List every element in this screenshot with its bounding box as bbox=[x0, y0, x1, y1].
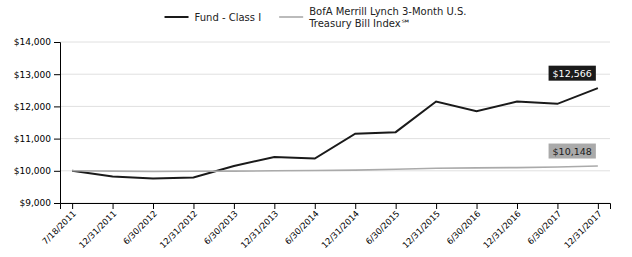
end-labels: $12,566 $10,148 bbox=[549, 66, 596, 159]
grid-line bbox=[60, 42, 610, 43]
tick: 12/31/2017 bbox=[562, 203, 604, 250]
tick: 12/31/2016 bbox=[481, 203, 523, 250]
tick-label: 12/31/2017 bbox=[562, 209, 604, 251]
tick: 6/30/2017 bbox=[525, 203, 563, 246]
tick: 6/30/2012 bbox=[121, 203, 159, 246]
tick-label: 12/31/2012 bbox=[158, 209, 200, 251]
x-axis: 7/18/201112/31/20116/30/201212/31/20126/… bbox=[40, 203, 610, 250]
legend: Fund - Class I BofA Merrill Lynch 3-Month… bbox=[165, 6, 467, 29]
tick-mark bbox=[274, 203, 275, 209]
tick-mark bbox=[436, 203, 437, 209]
tick: 12/31/2013 bbox=[238, 203, 280, 250]
tick: $13,000 bbox=[14, 70, 60, 80]
tick-label: 6/30/2013 bbox=[202, 209, 240, 247]
tick: $9,000 bbox=[20, 198, 61, 208]
tick-mark bbox=[153, 203, 154, 209]
tick-label: 6/30/2017 bbox=[525, 209, 563, 247]
tick-mark bbox=[72, 203, 73, 209]
legend-item: Fund - Class I bbox=[165, 12, 262, 23]
grid bbox=[60, 42, 610, 203]
plot: $9,000 $10,000 $11,000 $12,000 $13,000 $14,00… bbox=[14, 37, 611, 250]
tick-mark bbox=[54, 171, 60, 172]
annotation-text: $10,148 bbox=[553, 146, 592, 157]
tick: 12/31/2014 bbox=[319, 203, 361, 250]
tick: 6/30/2016 bbox=[445, 203, 483, 246]
legend-swatch bbox=[165, 16, 189, 18]
tick: 12/31/2011 bbox=[77, 203, 119, 250]
legend-item: BofA Merrill Lynch 3-Month U.S.Treasury … bbox=[279, 6, 466, 29]
tick-label: 12/31/2011 bbox=[77, 209, 119, 251]
tick: $10,000 bbox=[14, 166, 60, 176]
grid-line bbox=[60, 106, 610, 107]
tick-mark bbox=[557, 203, 558, 209]
tick-mark bbox=[598, 203, 599, 209]
line bbox=[72, 88, 598, 178]
tick: 6/30/2013 bbox=[202, 203, 240, 246]
tick-label: 12/31/2014 bbox=[319, 209, 361, 251]
tick-mark bbox=[54, 74, 60, 75]
tick-mark bbox=[193, 203, 194, 209]
chart: $9,000 $10,000 $11,000 $12,000 $13,000 $14,00… bbox=[0, 0, 632, 257]
series-group bbox=[72, 88, 598, 178]
tick-mark bbox=[54, 106, 60, 107]
tick-label: 6/30/2012 bbox=[121, 209, 159, 247]
y-axis: $9,000 $10,000 $11,000 $12,000 $13,000 $14,00… bbox=[14, 37, 61, 208]
tick: 6/30/2014 bbox=[283, 203, 321, 246]
tick-label: 12/31/2016 bbox=[481, 209, 523, 251]
tick-mark bbox=[234, 203, 235, 209]
tick: 7/18/2011 bbox=[40, 203, 78, 246]
annotation-text: $12,566 bbox=[553, 68, 592, 79]
grid-line bbox=[60, 138, 610, 139]
tick-label: $10,000 bbox=[14, 166, 51, 176]
tick-label: $12,000 bbox=[14, 102, 51, 112]
legend-label: BofA Merrill Lynch 3-Month U.S.Treasury … bbox=[308, 6, 466, 29]
tick-label: 12/31/2015 bbox=[400, 209, 442, 251]
tick-mark bbox=[355, 203, 356, 209]
legend-swatch bbox=[279, 16, 303, 18]
tick-label: $11,000 bbox=[14, 134, 51, 144]
annotation: $12,566 bbox=[549, 66, 596, 81]
tick-label: $9,000 bbox=[20, 198, 52, 208]
tick: $14,000 bbox=[14, 37, 60, 47]
tick-label: 12/31/2013 bbox=[238, 209, 280, 251]
legend-label: Fund - Class I bbox=[195, 12, 262, 23]
tick-mark bbox=[517, 203, 518, 209]
tick: 6/30/2015 bbox=[364, 203, 402, 246]
annotation-box bbox=[549, 144, 596, 159]
grid-line bbox=[60, 74, 610, 75]
tick-label: 6/30/2015 bbox=[364, 209, 402, 247]
line bbox=[72, 166, 598, 171]
tick: 12/31/2012 bbox=[158, 203, 200, 250]
annotation-box bbox=[549, 66, 596, 81]
tick-mark bbox=[477, 203, 478, 209]
tick: 12/31/2015 bbox=[400, 203, 442, 250]
tick-label: 6/30/2016 bbox=[445, 209, 483, 247]
tick-label: 7/18/2011 bbox=[40, 209, 78, 247]
axis-line bbox=[54, 43, 61, 204]
tick-mark bbox=[113, 203, 114, 209]
tick-mark bbox=[54, 42, 60, 43]
tick-mark bbox=[315, 203, 316, 209]
tick-label: $13,000 bbox=[14, 70, 51, 80]
axis-line bbox=[61, 204, 611, 210]
annotation: $10,148 bbox=[549, 144, 596, 159]
tick-mark bbox=[54, 139, 60, 140]
tick-label: $14,000 bbox=[14, 37, 51, 47]
tick-mark bbox=[54, 203, 60, 204]
tick: $12,000 bbox=[14, 102, 60, 112]
tick: $11,000 bbox=[14, 134, 60, 144]
tick-label: 6/30/2014 bbox=[283, 209, 321, 247]
tick-mark bbox=[396, 203, 397, 209]
